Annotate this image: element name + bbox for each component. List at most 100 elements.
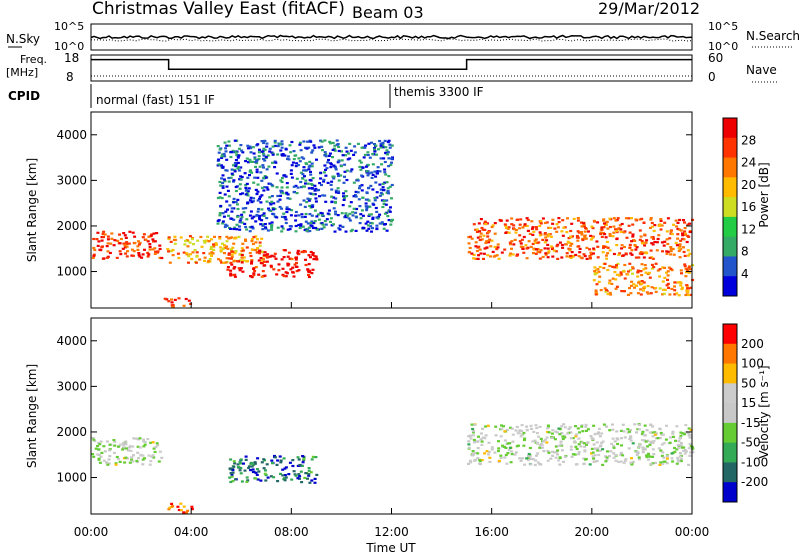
power-cell [666,282,670,285]
power-cell [604,288,608,292]
power-cell [232,151,235,154]
power-cell [217,219,221,222]
velocity-cell [123,461,127,464]
power-cell [258,197,261,200]
power-cell [171,248,175,252]
power-cell [280,146,284,149]
power-cell [252,215,256,218]
velocity-cell [574,435,578,438]
power-cell [524,244,528,247]
power-cell [259,262,263,265]
power-cell [370,222,374,225]
velocity-cell [528,455,532,458]
power-cell [307,263,311,266]
power-cell [677,247,681,250]
velocity-cell [484,425,488,428]
power-cell [332,196,336,199]
velocity-cell [513,453,517,456]
power-cell [383,171,387,174]
power-cell [348,205,352,208]
time-xlabel: Time UT [365,541,416,554]
velocity-cell [283,474,287,477]
velocity-cell [469,437,473,440]
power-cell [203,256,207,259]
velocity-cell [662,442,666,445]
power-cell [371,227,374,230]
power-cell [294,184,298,187]
velocity-cell [649,423,653,427]
velocity-cell [620,444,623,447]
power-cell [510,223,514,226]
power-cell [682,238,686,241]
power-cell [614,219,618,222]
power-cell [613,266,617,269]
power-cell [334,200,337,204]
power-cell [309,183,313,186]
power-cell [626,273,630,276]
power-cell [636,269,640,272]
power-cell [510,240,514,243]
power-cell [314,197,318,200]
power-cell [224,261,228,264]
power-cell [286,228,290,231]
power-cell [504,231,508,234]
velocity-cell [143,457,146,460]
velocity-cell [611,428,615,431]
power-colorbar-segment [723,118,737,139]
power-cell [303,205,307,208]
velocity-cell [497,459,501,462]
power-cell [280,143,284,146]
power-cell [662,288,666,291]
power-cell [284,175,288,178]
power-cell [504,226,508,229]
power-cell [659,218,663,221]
power-cell [576,230,580,233]
velocity-cell [608,429,612,432]
power-cell [376,166,380,169]
velocity-cell [108,443,112,446]
power-cell [360,209,364,212]
power-cell [95,238,99,241]
velocity-cell [504,453,508,457]
power-cell [266,256,270,259]
power-cell [295,162,299,165]
power-cell [230,172,234,175]
velocity-cell [654,437,658,440]
power-cell [188,235,192,238]
velocity-cell [689,428,693,431]
power-cell [649,292,653,295]
power-cell [387,157,391,160]
velocity-cell [630,463,634,466]
power-cell [329,217,333,220]
power-cell [637,256,641,259]
power-cell [302,199,306,202]
velocity-cell [510,450,514,453]
power-cell [606,227,610,230]
power-cell [258,214,262,217]
velocity-cell [602,423,606,426]
power-cell [608,234,612,237]
power-cell [546,235,550,238]
power-cell [386,151,390,154]
power-cell [301,185,305,188]
velocity-cell [511,433,515,436]
power-cell [265,186,269,189]
velocity-cell [293,473,297,476]
power-colorbar-segment [723,137,737,159]
velocity-cell [108,449,111,452]
power-cell [366,153,370,157]
velocity-cell [582,462,586,465]
power-cell [236,167,240,170]
power-cell [218,196,222,199]
power-cell [258,244,262,247]
velocity-cell [507,448,511,452]
power-cell [369,221,373,225]
power-cell [370,230,373,233]
power-cell [349,149,353,152]
power-cell [103,233,107,236]
power-cell [519,218,523,221]
power-cell [661,293,665,296]
velocity-cell [502,425,505,428]
power-cell [250,259,254,262]
power-cell [283,154,287,157]
